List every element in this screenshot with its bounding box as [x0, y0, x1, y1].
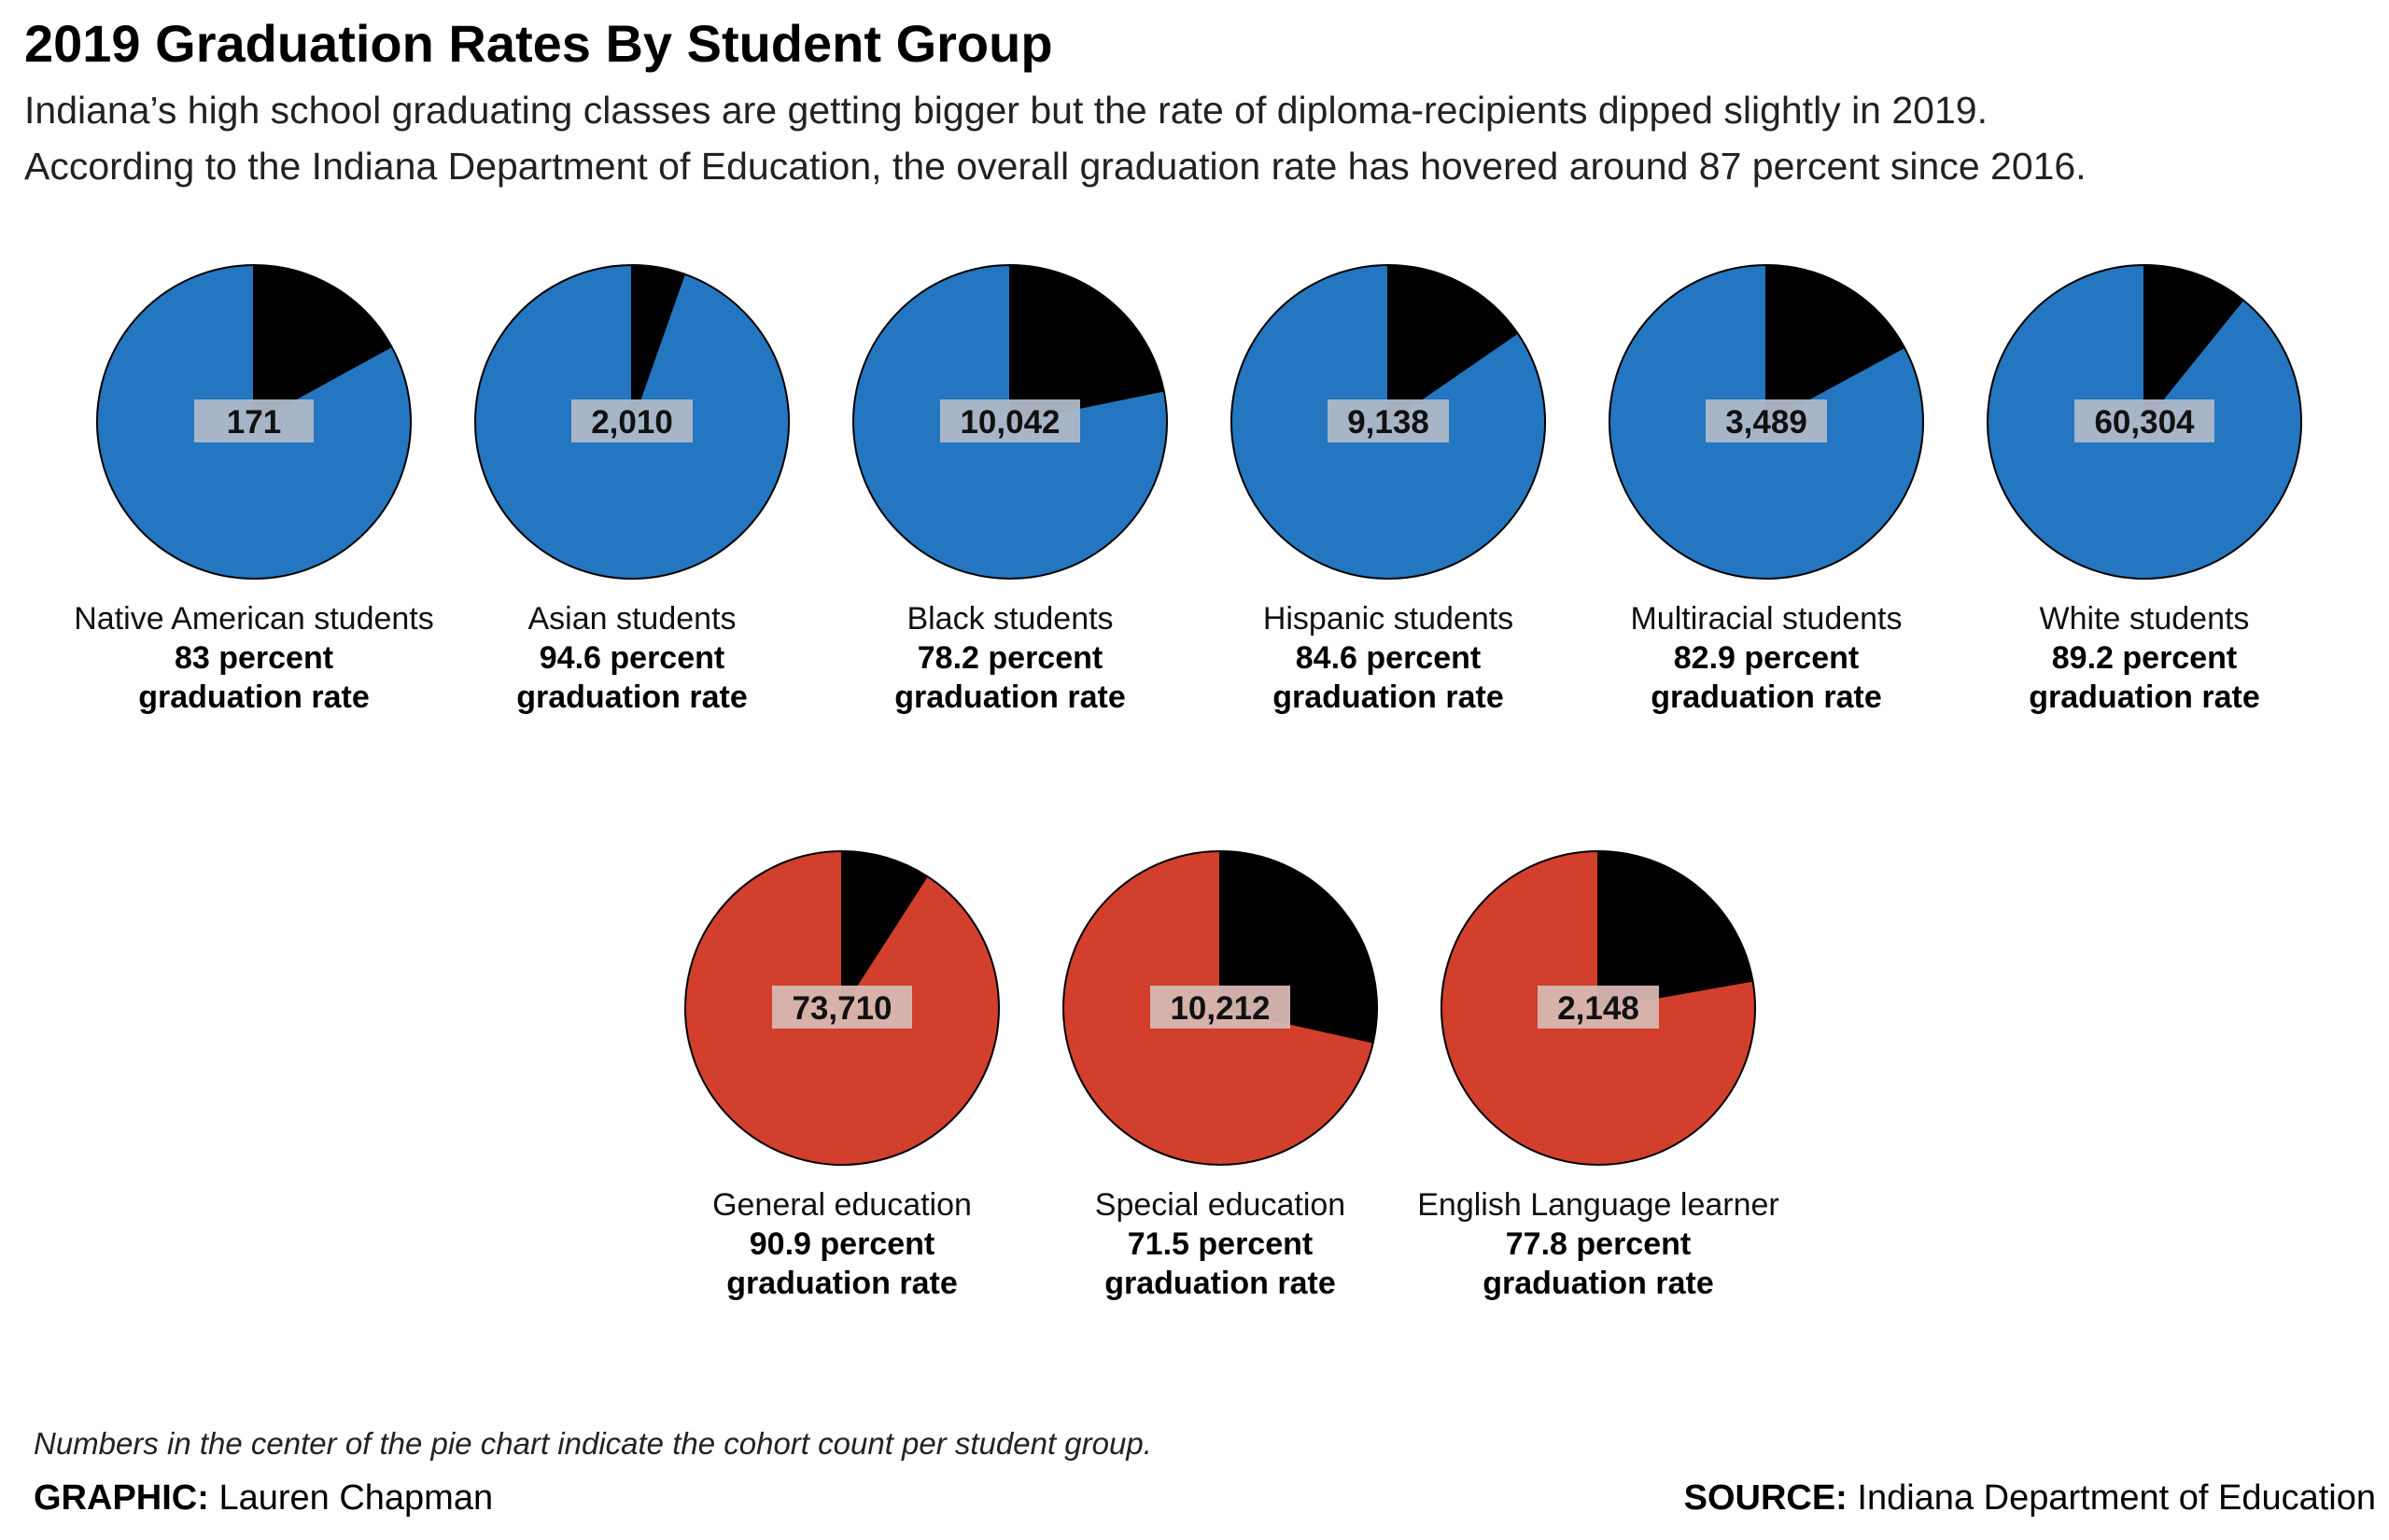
- pie-slice-non-graduated-general-education: [841, 849, 929, 1012]
- graduation-rate: 82.9 percent: [1673, 640, 1860, 676]
- pie-label-multiracial-students: Multiracial students 82.9 percent graduati…: [1542, 599, 1990, 717]
- credit-value: Lauren Chapman: [218, 1478, 494, 1518]
- cohort-count-special-education: 10,212: [1170, 990, 1270, 1027]
- group-name: Black students: [906, 601, 1114, 637]
- cohort-count-hispanic-students: 9,138: [1347, 404, 1429, 441]
- cohort-count-english-language-learner: 2,148: [1557, 990, 1639, 1027]
- graduation-rate: 94.6 percent: [539, 640, 725, 676]
- graduation-rate: 71.5 percent: [1127, 1226, 1314, 1262]
- group-name: General education: [712, 1187, 972, 1223]
- pie-slice-non-graduated-black-students: [1009, 263, 1165, 424]
- graduation-rate-suffix: graduation rate: [1483, 1266, 1714, 1301]
- cohort-label-bg-asian-students: [571, 399, 693, 442]
- group-name: Hispanic students: [1262, 601, 1514, 637]
- cohort-count-asian-students: 2,010: [591, 404, 673, 441]
- graphic-credit: GRAPHIC: Lauren Chapman: [34, 1478, 493, 1519]
- pie-slice-non-graduated-asian-students: [631, 263, 686, 423]
- pie-slice-non-graduated-hispanic-students: [1387, 263, 1519, 424]
- pie-label-native-american-students: Native American students 83 percent gradua…: [30, 599, 478, 717]
- footnote: Numbers in the center of the pie chart i…: [34, 1426, 1152, 1461]
- subtitle-line-1: Indiana’s high school graduating classes…: [24, 89, 1988, 132]
- pie-slice-graduated-english-language-learner: [1440, 849, 1756, 1166]
- graduation-rate-suffix: graduation rate: [1104, 1266, 1336, 1301]
- cohort-count-general-education: 73,710: [792, 990, 892, 1027]
- graduation-rate-suffix: graduation rate: [894, 679, 1126, 715]
- graduation-rate-suffix: graduation rate: [516, 679, 748, 715]
- pie-label-hispanic-students: Hispanic students 84.6 percent graduation …: [1164, 599, 1612, 717]
- cohort-count-multiracial-students: 3,489: [1725, 404, 1807, 441]
- pie-slice-graduated-multiracial-students: [1609, 263, 1924, 580]
- group-name: Special education: [1094, 1187, 1346, 1223]
- cohort-label-bg-black-students: [940, 399, 1080, 442]
- chart-subtitle: Indiana’s high school graduating classes…: [24, 82, 2358, 194]
- pie-slice-non-graduated-native-american-students: [253, 263, 393, 424]
- group-name: White students: [2039, 601, 2250, 637]
- pie-label-asian-students: Asian students 94.6 percent graduation rat…: [408, 599, 856, 717]
- credit-label: GRAPHIC:: [34, 1478, 209, 1518]
- graduation-rate: 77.8 percent: [1505, 1226, 1692, 1262]
- pie-slice-graduated-black-students: [852, 263, 1168, 580]
- graduation-rate-suffix: graduation rate: [1272, 679, 1504, 715]
- source-credit: SOURCE: Indiana Department of Education: [1684, 1478, 2376, 1519]
- pie-charts: 171 2,010 10,042 9,138 3,489 60,304 73,710 10,2…: [96, 263, 2302, 1166]
- source-label: SOURCE:: [1683, 1478, 1848, 1518]
- subtitle-line-2: According to the Indiana Department of E…: [24, 145, 2087, 188]
- graduation-rate-suffix: graduation rate: [1651, 679, 1882, 715]
- group-name: Multiracial students: [1630, 601, 1903, 637]
- cohort-count-native-american-students: 171: [227, 404, 281, 441]
- cohort-label-bg-multiracial-students: [1706, 399, 1827, 442]
- graduation-rate-suffix: graduation rate: [138, 679, 370, 715]
- graduation-rate: 83 percent: [174, 640, 334, 676]
- cohort-label-bg-hispanic-students: [1328, 399, 1449, 442]
- cohort-label-bg-white-students: [2074, 399, 2214, 442]
- graduation-rate-suffix: graduation rate: [2029, 679, 2260, 715]
- graduation-rate: 89.2 percent: [2051, 640, 2238, 676]
- cohort-label-bg-english-language-learner: [1538, 986, 1659, 1029]
- cohort-label-bg-general-education: [772, 986, 912, 1029]
- group-name: Native American students: [74, 601, 434, 637]
- pie-label-english-language-learner: English Language learner 77.8 percent grad…: [1374, 1185, 1822, 1303]
- cohort-label-bg-special-education: [1150, 986, 1290, 1029]
- cohort-count-black-students: 10,042: [960, 404, 1060, 441]
- graduation-rate: 90.9 percent: [749, 1226, 935, 1262]
- cohort-label-bg-native-american-students: [194, 399, 314, 442]
- pie-slice-graduated-native-american-students: [96, 263, 412, 580]
- graduation-rate: 78.2 percent: [917, 640, 1103, 676]
- pie-slice-non-graduated-multiracial-students: [1765, 263, 1906, 424]
- graduation-rate: 84.6 percent: [1295, 640, 1482, 676]
- source-value: Indiana Department of Education: [1857, 1478, 2376, 1518]
- group-name: Asian students: [527, 601, 737, 637]
- pie-label-white-students: White students 89.2 percent graduation rat…: [1920, 599, 2368, 717]
- pie-slice-non-graduated-white-students: [2143, 263, 2244, 425]
- graduation-rate-suffix: graduation rate: [726, 1266, 958, 1301]
- pie-label-special-education: Special education 71.5 percent graduation …: [996, 1185, 1444, 1303]
- pie-label-general-education: General education 90.9 percent graduation …: [618, 1185, 1066, 1303]
- pie-label-black-students: Black students 78.2 percent graduation rat…: [786, 599, 1234, 717]
- chart-title: 2019 Graduation Rates By Student Group: [24, 14, 1053, 73]
- cohort-count-white-students: 60,304: [2094, 404, 2195, 441]
- pie-slice-non-graduated-english-language-learner: [1597, 849, 1754, 1010]
- group-name: English Language learner: [1417, 1187, 1779, 1223]
